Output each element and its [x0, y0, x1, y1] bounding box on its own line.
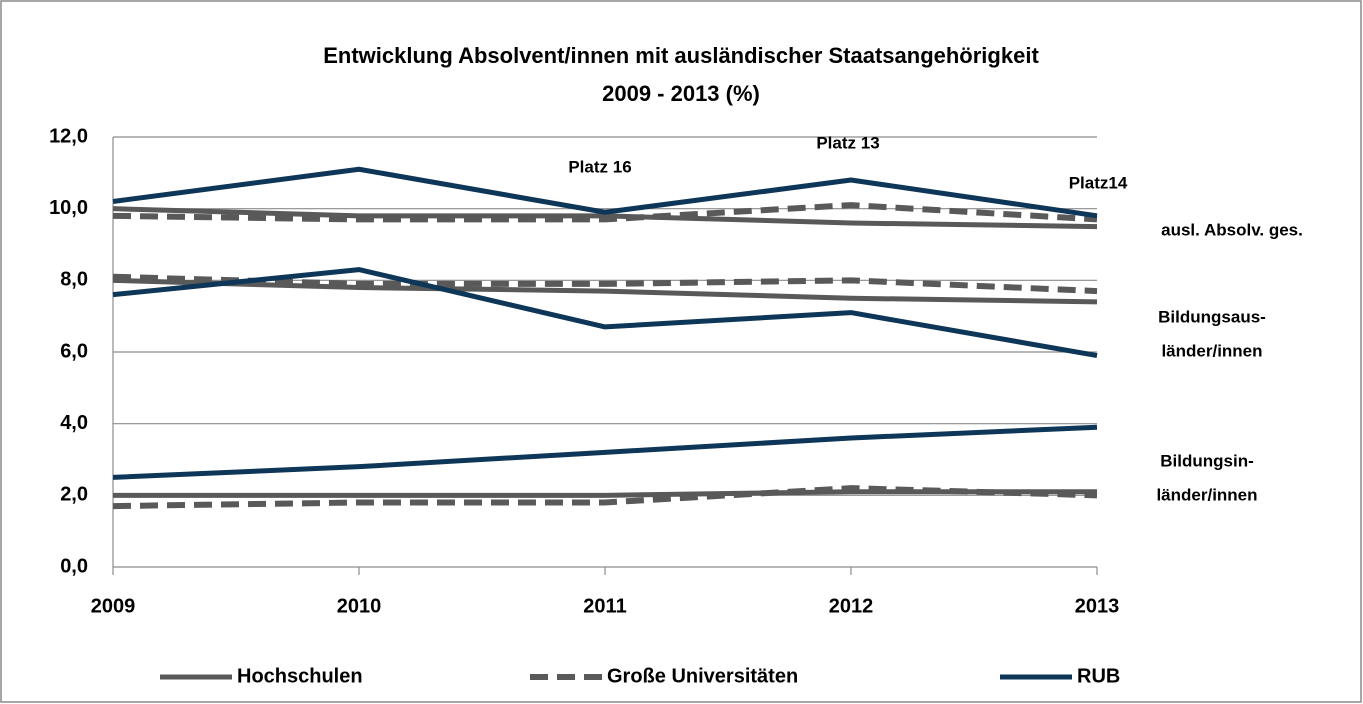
series-line	[112, 267, 1098, 359]
y-tick-label: 2,0	[60, 484, 88, 506]
annotation: Bildungsaus-	[1158, 307, 1266, 326]
x-tick-label: 2010	[337, 595, 382, 617]
legend-label: Große Universitäten	[607, 665, 798, 687]
annotation: Platz 16	[568, 157, 631, 176]
annotation: Platz14	[1069, 173, 1128, 192]
series-line	[112, 424, 1098, 480]
x-tick-label: 2009	[91, 595, 136, 617]
y-tick-label: 12,0	[49, 125, 88, 147]
legend-label: RUB	[1077, 665, 1120, 687]
series-line	[112, 277, 1098, 305]
annotation: ausl. Absolv. ges.	[1161, 220, 1303, 239]
chart-title: 2009 - 2013 (%)	[602, 81, 760, 106]
series-line	[112, 202, 1098, 223]
chart-title: Entwicklung Absolvent/innen mit ausländi…	[323, 43, 1039, 68]
series-line	[112, 166, 1098, 219]
annotation: länder/innen	[1161, 341, 1262, 360]
y-tick-label: 4,0	[60, 412, 88, 434]
legend-label: Hochschulen	[237, 665, 363, 687]
series-line	[112, 206, 1098, 230]
y-tick-label: 6,0	[60, 340, 88, 362]
x-tick-label: 2012	[829, 595, 874, 617]
y-tick-label: 8,0	[60, 269, 88, 291]
y-tick-label: 10,0	[49, 197, 88, 219]
y-tick-label: 0,0	[60, 555, 88, 577]
annotation: Platz 13	[816, 133, 879, 152]
x-tick-label: 2011	[583, 595, 626, 617]
series-line	[112, 485, 1098, 510]
annotation: länder/innen	[1156, 485, 1257, 504]
series-line	[112, 273, 1098, 295]
annotation: Bildungsin-	[1160, 451, 1253, 470]
x-tick-label: 2013	[1075, 595, 1120, 617]
